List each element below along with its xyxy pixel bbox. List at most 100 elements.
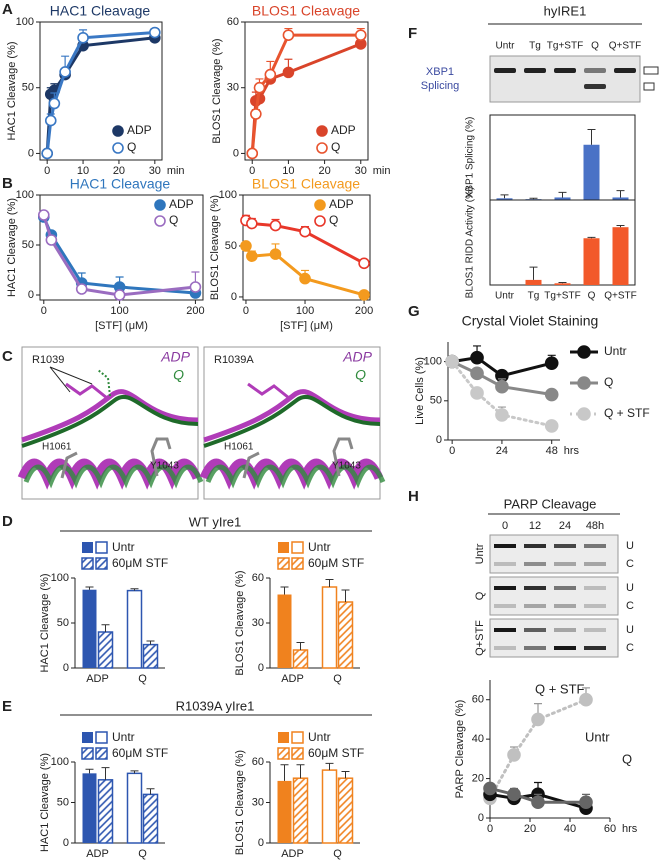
legend-swatch [291,557,304,570]
bar [337,601,354,669]
y-tick-label: 0 [258,837,264,849]
legend-swatch [291,747,304,760]
y-tick-label: 0 [63,662,69,674]
legend-label: ADP [329,197,354,211]
legend-label: Q [169,213,178,227]
y-axis-label: HAC1 Cleavage (%) [6,198,18,297]
legend-swatch [291,731,304,744]
blot-band [554,586,576,590]
bar [583,144,600,200]
blot-band [554,562,576,566]
bar [554,197,571,200]
bar [142,643,159,669]
gel [489,55,641,103]
x-tick-label: 30 [355,165,367,177]
band-icon [643,82,655,91]
error-bar [280,764,289,781]
legend-swatch [95,731,108,744]
legend-swatch [82,542,93,553]
x-tick-label: 0 [449,445,455,457]
y-axis-label: BLOS1 Cleavage (%) [234,750,246,855]
lane-label: Q [591,41,599,52]
data-point [44,114,57,127]
series-line [450,360,554,397]
bar [554,283,571,285]
blot-band [494,628,516,632]
blot-title: PARP Cleavage [504,496,597,511]
x-tick-label: 20 [524,823,536,835]
data-point [507,787,521,802]
blot-band [524,544,546,548]
y-tick-label: 30 [252,617,264,629]
y-tick-label: 0 [436,434,442,446]
band-label: U [626,540,634,552]
y-tick-label: 0 [28,289,34,301]
legend-label: Untr [604,344,627,358]
legend-label: Untr [308,730,331,744]
bar [97,631,114,669]
legend-swatch [82,732,93,743]
residue-label: Y1043 [150,461,179,472]
x-tick-label: 0 [243,305,249,317]
bar [337,777,354,844]
x-tick-label: 10 [77,165,89,177]
blot-band [494,646,516,650]
legend-label: Q [622,751,632,766]
data-point [75,283,88,295]
residue-label: Y1043 [332,461,361,472]
band-label: U [626,582,634,594]
blot-band [524,628,546,632]
bar [82,589,97,668]
band-label: U [626,624,634,636]
legend-swatch [277,747,290,760]
band-label: C [626,600,634,612]
data-point [495,408,509,422]
x-tick-label: Q+STF [604,291,637,302]
plot-frame [244,21,369,161]
bar [126,772,143,844]
error-bar [130,770,139,774]
section-header: R1039A yIre1 [176,698,255,713]
x-unit: hrs [622,823,638,835]
legend-label: Q + STF [604,406,650,420]
blot-band [584,544,606,548]
data-point [470,366,484,381]
legend-label: 60μM STF [308,556,364,570]
band-label: C [626,558,634,570]
y-tick-label: 50 [57,796,69,808]
error-bar [280,586,289,595]
y-tick-label: 0 [233,147,239,159]
x-tick-label: Untr [495,291,515,302]
ligand-label: ADP [160,349,190,365]
legend-label: Q [604,375,613,389]
blot [489,534,619,574]
data-point [544,356,559,370]
data-point [354,29,367,41]
legend-label: Q [127,140,136,154]
data-point [37,209,50,221]
y-tick-label: 60 [472,694,484,706]
data-point [246,147,259,160]
x-tick-label: 60 [604,823,616,835]
helix [205,464,386,489]
data-point [579,692,593,707]
data-point [544,387,559,402]
x-tick-label: 0 [44,165,50,177]
y-axis-label: PARP Cleavage (%) [454,700,466,799]
x-tick-label: ADP [86,673,109,685]
legend-label: 60μM STF [112,746,168,760]
bar [277,594,292,668]
side-chain [332,437,354,477]
y-tick-label: 0 [28,147,34,159]
chart-title: Crystal Violet Staining [462,313,599,329]
x-tick-label: 0 [249,165,255,177]
legend-label: Untr [308,540,331,554]
side-chain [150,437,172,477]
error-bar [529,266,538,280]
legend-marker [154,215,166,227]
lane-label: Untr [496,41,516,52]
plot-frame [39,21,163,161]
data-point [189,281,202,293]
error-bar [296,764,305,779]
y-tick-label: 50 [22,82,34,94]
